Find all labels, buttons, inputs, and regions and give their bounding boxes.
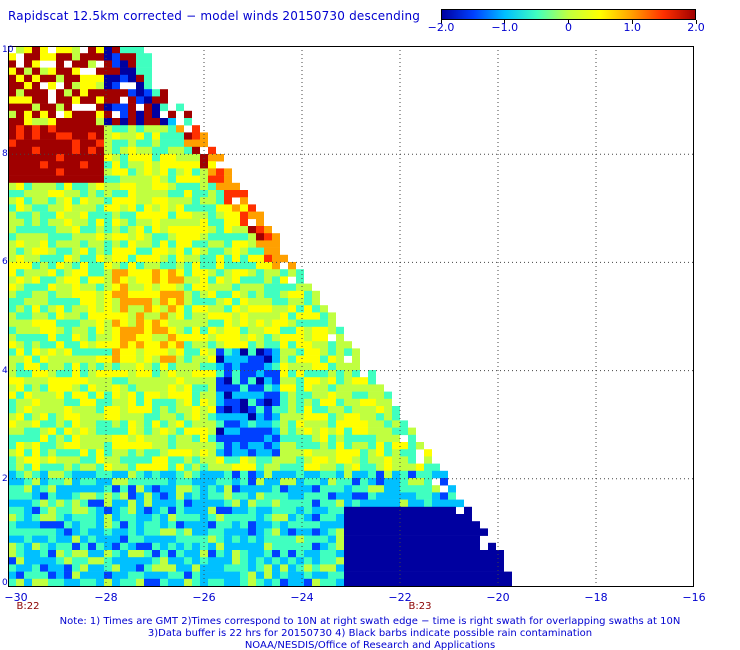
colorbar-tick	[695, 20, 697, 24]
colorbar-tick	[440, 20, 442, 24]
x-tick-label: −26	[192, 591, 216, 604]
colorbar	[441, 9, 696, 20]
x-tick-label: −20	[486, 591, 510, 604]
x-tick-label: −18	[584, 591, 608, 604]
x-tick-label: −16	[682, 591, 706, 604]
wind-difference-swath	[8, 46, 694, 587]
y-tick-label: 8	[2, 149, 8, 160]
colorbar-tick	[568, 20, 569, 24]
x-tick-label: −30	[4, 591, 28, 604]
colorbar-label: −1.0	[491, 21, 519, 34]
x-tick-label: −22	[388, 591, 412, 604]
y-tick-label: 6	[2, 257, 8, 268]
swath-plot	[8, 46, 694, 587]
y-tick-label: 2	[2, 473, 8, 484]
colorbar-label: 2.0	[687, 21, 705, 34]
plot-frame	[8, 46, 694, 587]
colorbar-label: 0	[565, 21, 572, 34]
colorbar-label: 1.0	[623, 21, 642, 34]
footnote-credit: NOAA/NESDIS/Office of Research and Appli…	[244, 640, 496, 650]
footnote-line-2: 3)Data buffer is 22 hrs for 20150730 4) …	[147, 628, 593, 639]
colorbar-tick	[631, 20, 633, 24]
y-tick-label: 4	[2, 365, 8, 376]
y-tick-label: 10	[2, 45, 14, 55]
time-label: B:22	[16, 601, 40, 612]
x-tick-label: −24	[290, 591, 314, 604]
map-title: Rapidscat 12.5km corrected − model winds…	[8, 9, 421, 23]
y-tick-label: 0	[2, 578, 8, 588]
colorbar-label: −2.0	[427, 21, 455, 34]
colorbar-tick	[504, 20, 506, 24]
footnote-line-1: Note: 1) Times are GMT 2)Times correspon…	[59, 616, 681, 627]
x-tick-label: −28	[94, 591, 118, 604]
swath-cells	[8, 46, 528, 587]
time-label: B:23	[408, 601, 432, 612]
